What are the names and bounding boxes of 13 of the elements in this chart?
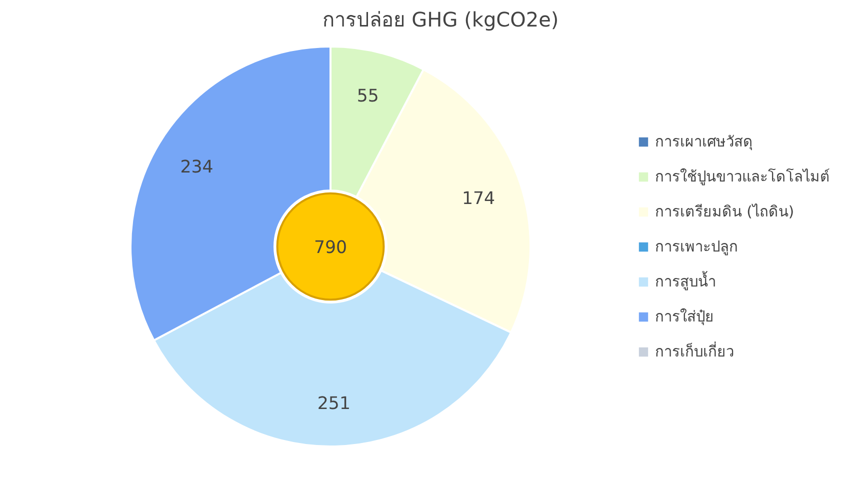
- legend-label: การสูบน้ำ: [655, 270, 716, 292]
- legend-label: การเผาเศษวัสดุ: [655, 132, 753, 152]
- text: 790: [314, 238, 348, 258]
- legend-label: การใส่ปุ๋ย: [655, 307, 714, 328]
- legend-label: การเพาะปลูก: [655, 238, 738, 258]
- legend-label: การเก็บเกี่ยว: [655, 340, 734, 362]
- legend-label: การเตรียมดิน (ไถดิน): [655, 202, 794, 222]
- data-label: 234: [180, 158, 214, 178]
- legend-label: การใช้ปูนขาวและโดโลไมต์: [655, 167, 830, 188]
- chart-title: การปล่อย GHG (kgCO2e): [322, 8, 559, 32]
- data-label: 251: [317, 394, 350, 414]
- data-label: 174: [462, 188, 496, 209]
- data-label: 55: [356, 86, 379, 107]
